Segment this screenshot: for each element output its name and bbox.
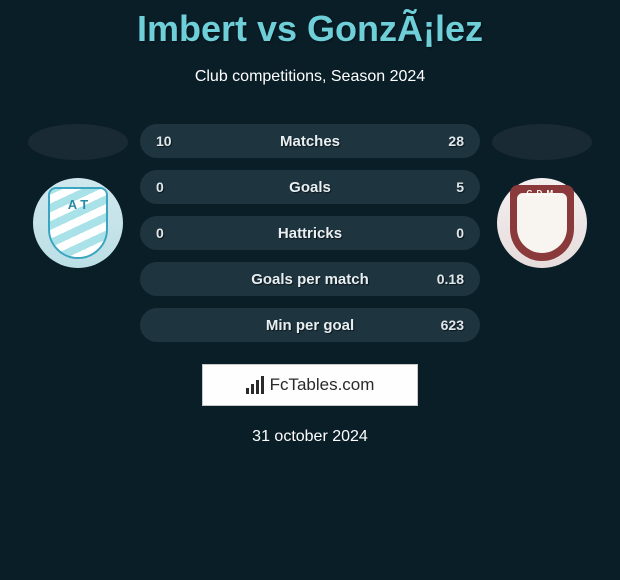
shield-icon: C.D.M. bbox=[510, 185, 574, 261]
date: 31 october 2024 bbox=[0, 428, 620, 446]
stat-row: Min per goal 623 bbox=[140, 308, 480, 342]
stat-row: 0 Hattricks 0 bbox=[140, 216, 480, 250]
club-badge-right: C.D.M. bbox=[497, 178, 587, 268]
badge-right-text: C.D.M. bbox=[527, 189, 558, 198]
page-title: Imbert vs GonzÃ¡lez bbox=[0, 0, 620, 50]
chart-icon bbox=[246, 376, 264, 394]
left-side: A T bbox=[28, 124, 128, 268]
player-silhouette-right bbox=[492, 124, 592, 160]
stat-label: Min per goal bbox=[140, 317, 480, 334]
stat-row: 0 Goals 5 bbox=[140, 170, 480, 204]
stats-table: 10 Matches 28 0 Goals 5 0 Hattricks 0 Go… bbox=[140, 124, 480, 342]
stat-label: Goals bbox=[140, 179, 480, 196]
brand-text: FcTables.com bbox=[270, 375, 375, 395]
stat-row: Goals per match 0.18 bbox=[140, 262, 480, 296]
brand-box: FcTables.com bbox=[202, 364, 418, 406]
shield-inner bbox=[517, 193, 567, 253]
right-side: C.D.M. bbox=[492, 124, 592, 268]
club-badge-left: A T bbox=[33, 178, 123, 268]
comparison-content: A T 10 Matches 28 0 Goals 5 0 Hattricks … bbox=[0, 124, 620, 342]
stat-label: Goals per match bbox=[140, 271, 480, 288]
subtitle: Club competitions, Season 2024 bbox=[0, 68, 620, 86]
stat-row: 10 Matches 28 bbox=[140, 124, 480, 158]
player-silhouette-left bbox=[28, 124, 128, 160]
shield-icon: A T bbox=[48, 187, 108, 259]
stat-label: Matches bbox=[140, 133, 480, 150]
badge-left-text: A T bbox=[50, 197, 106, 212]
stat-label: Hattricks bbox=[140, 225, 480, 242]
